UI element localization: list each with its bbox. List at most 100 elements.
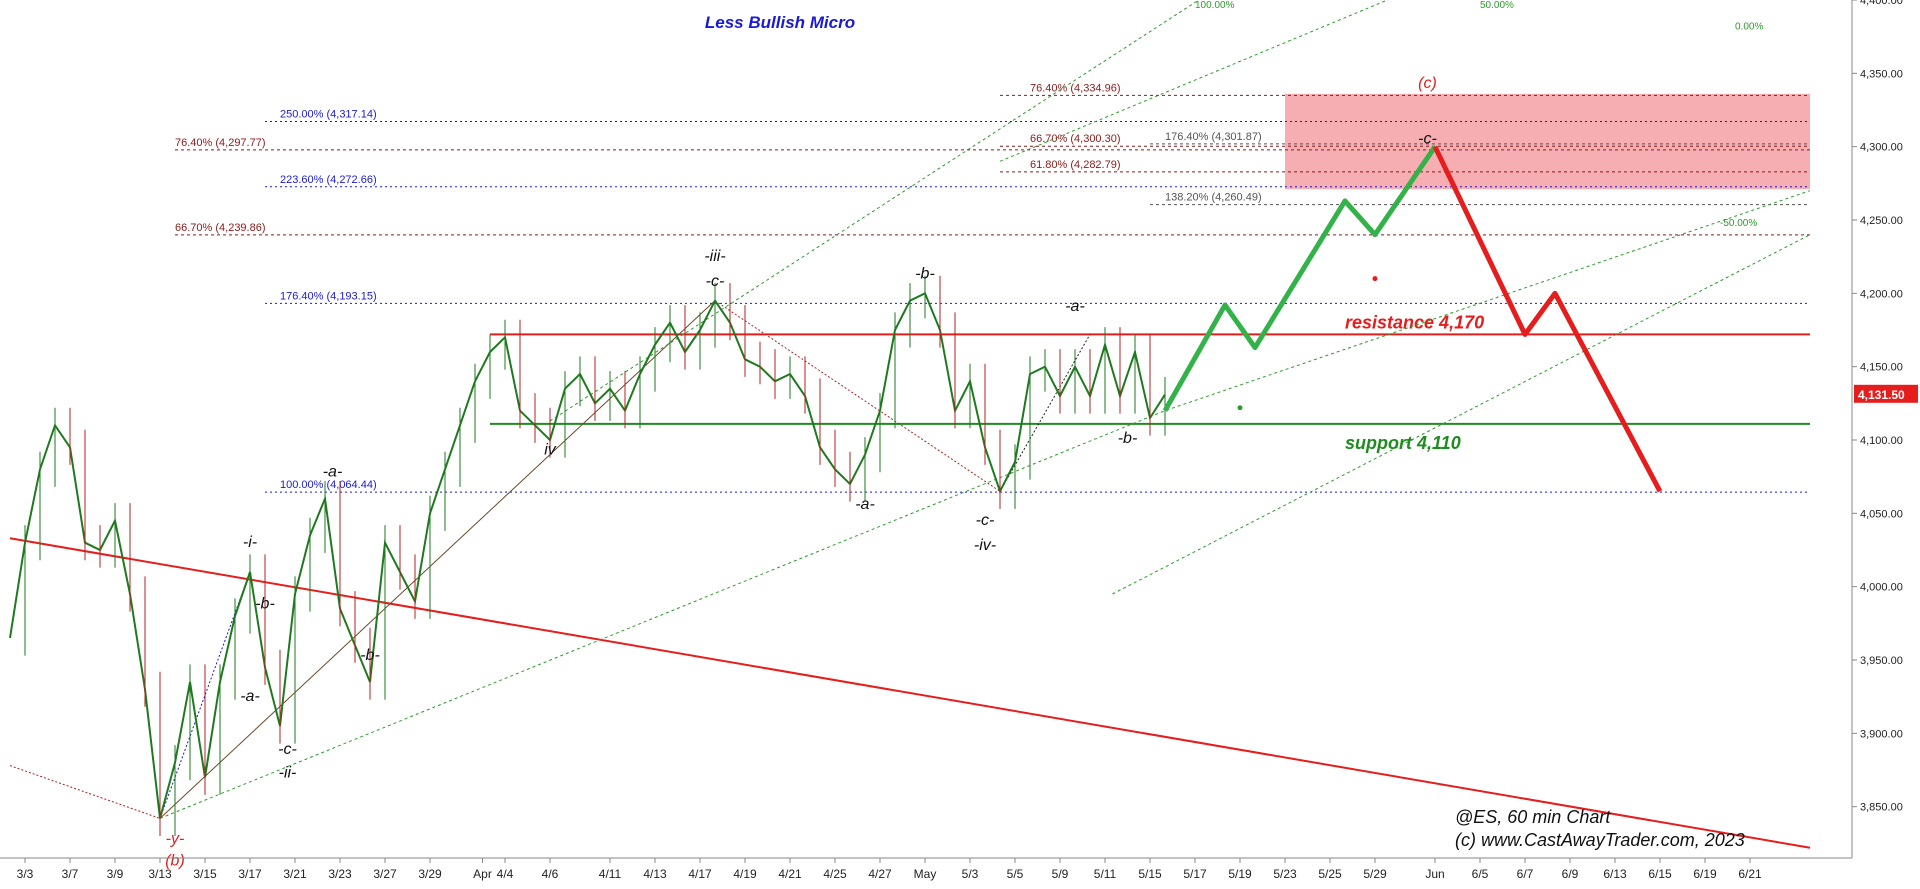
marker-dot: [1372, 276, 1378, 282]
y-tick-label: 4,400.00: [1860, 0, 1903, 7]
fib-level-label: 61.80% (4,282.79): [1030, 159, 1121, 171]
y-tick-label: 4,150.00: [1860, 362, 1903, 374]
wave-label: -iv-: [974, 537, 996, 554]
x-tick-label: 6/15: [1648, 867, 1672, 881]
wave-label: -b-: [360, 647, 380, 664]
x-tick-label: 5/29: [1363, 867, 1387, 881]
channel-label: 0.00%: [1735, 21, 1763, 32]
footer-line-1: @ES, 60 min Chart: [1455, 807, 1611, 827]
level-label: support 4,110: [1345, 433, 1461, 453]
fib-level-label: 176.40% (4,193.15): [280, 290, 377, 302]
price-series: [9, 291, 1166, 819]
channel-label: 100.00%: [1195, 0, 1235, 11]
x-tick-label: 3/13: [148, 867, 172, 881]
trend-line: [159, 190, 1811, 819]
x-tick-label: 6/7: [1517, 867, 1534, 881]
x-tick-label: 3/21: [283, 867, 307, 881]
x-tick-label: 4/4: [497, 867, 514, 881]
x-tick-label: 6/5: [1472, 867, 1489, 881]
wave-label: -b-: [1118, 430, 1138, 447]
x-tick-label: 4/27: [868, 867, 892, 881]
x-tick-label: May: [914, 867, 937, 881]
wave-label: iv: [544, 442, 557, 459]
x-tick-label: 4/11: [599, 867, 622, 881]
footer-line-2: (c) www.CastAwayTrader.com, 2023: [1455, 830, 1745, 850]
y-tick-label: 4,300.00: [1860, 142, 1903, 154]
bullish-projection: [1162, 145, 1438, 412]
x-tick-label: 6/21: [1738, 867, 1762, 881]
x-tick-label: 5/25: [1318, 867, 1342, 881]
x-tick-label: 3/27: [373, 867, 397, 881]
fib-level-label: 223.60% (4,272.66): [280, 174, 377, 186]
x-tick-label: 6/13: [1603, 867, 1627, 881]
x-tick-label: 4/13: [643, 867, 667, 881]
x-tick-label: 3/17: [238, 867, 262, 881]
x-tick-label: 5/19: [1228, 867, 1252, 881]
wave-label: -ii-: [279, 764, 297, 781]
trend-line: [1112, 234, 1811, 595]
bearish-projection: [1432, 145, 1663, 493]
x-tick-label: Jun: [1425, 867, 1444, 881]
y-tick-label: 4,250.00: [1860, 215, 1903, 227]
wave-label: -c-: [706, 273, 725, 290]
x-tick-label: 5/15: [1138, 867, 1162, 881]
wave-label: -i-: [243, 534, 257, 551]
wave-label: -a-: [323, 464, 343, 481]
y-tick-label: 3,900.00: [1860, 728, 1903, 740]
wave-label: -a-: [1065, 298, 1085, 315]
x-tick-label: 4/21: [778, 867, 802, 881]
x-tick-label: 6/9: [1562, 867, 1579, 881]
fib-level-label: 100.00% (4,064.44): [280, 479, 377, 491]
current-price-label: 4,131.50: [1858, 388, 1905, 402]
wave-label: -c-: [1418, 131, 1437, 148]
x-tick-label: 4/6: [542, 867, 559, 881]
wave-label: -iii-: [704, 248, 725, 265]
x-tick-label: 4/25: [823, 867, 847, 881]
x-tick-label: 3/9: [107, 867, 124, 881]
x-tick-label: 5/11: [1094, 867, 1117, 881]
chart-title: Less Bullish Micro: [705, 13, 855, 32]
fib-level-label: 76.40% (4,334.96): [1030, 82, 1121, 94]
x-tick-label: 3/29: [418, 867, 442, 881]
wave-label: (c): [1418, 75, 1437, 92]
wave-label: -b-: [915, 266, 935, 283]
current-price-tag: [1854, 384, 1918, 403]
x-tick-label: 4/19: [733, 867, 757, 881]
trend-line: [999, 0, 1389, 162]
wave-label: -c-: [278, 741, 297, 758]
wave-label: -a-: [240, 688, 260, 705]
trend-line: [714, 300, 1001, 492]
fib-level-label: 250.00% (4,317.14): [280, 109, 377, 121]
wave-label: (b): [165, 852, 185, 869]
x-tick-label: 3/15: [193, 867, 217, 881]
fib-level-label: 66.70% (4,239.86): [175, 222, 266, 234]
fib-level-label: 66.70% (4,300.30): [1030, 133, 1121, 145]
y-tick-label: 4,200.00: [1860, 288, 1903, 300]
level-label: resistance 4,170: [1345, 313, 1484, 333]
x-tick-label: 5/23: [1273, 867, 1297, 881]
wave-label: -a-: [855, 496, 875, 513]
channel-label: -50.00%: [1720, 218, 1757, 229]
x-tick-label: 5/5: [1007, 867, 1024, 881]
y-tick-label: 3,950.00: [1860, 655, 1903, 667]
x-tick-label: 4/17: [688, 867, 712, 881]
x-tick-label: 6/19: [1693, 867, 1717, 881]
y-tick-label: 4,000.00: [1860, 582, 1903, 594]
wave-label: -y-: [166, 830, 185, 847]
wave-label: -b-: [255, 596, 275, 613]
trend-line: [159, 300, 716, 819]
y-tick-label: 4,100.00: [1860, 435, 1903, 447]
x-tick-label: 5/9: [1052, 867, 1069, 881]
x-tick-label: Apr: [473, 867, 492, 881]
x-tick-label: 3/23: [328, 867, 352, 881]
target-zone: [1285, 93, 1810, 190]
trend-line: [9, 765, 161, 819]
y-tick-label: 4,050.00: [1860, 508, 1903, 520]
fib-level-label: 138.20% (4,260.49): [1165, 192, 1262, 204]
marker-dot: [1237, 405, 1243, 411]
x-tick-label: 3/3: [17, 867, 34, 881]
x-tick-label: 5/17: [1183, 867, 1207, 881]
channel-label: 50.00%: [1480, 0, 1514, 11]
wave-label: -c-: [976, 512, 995, 529]
